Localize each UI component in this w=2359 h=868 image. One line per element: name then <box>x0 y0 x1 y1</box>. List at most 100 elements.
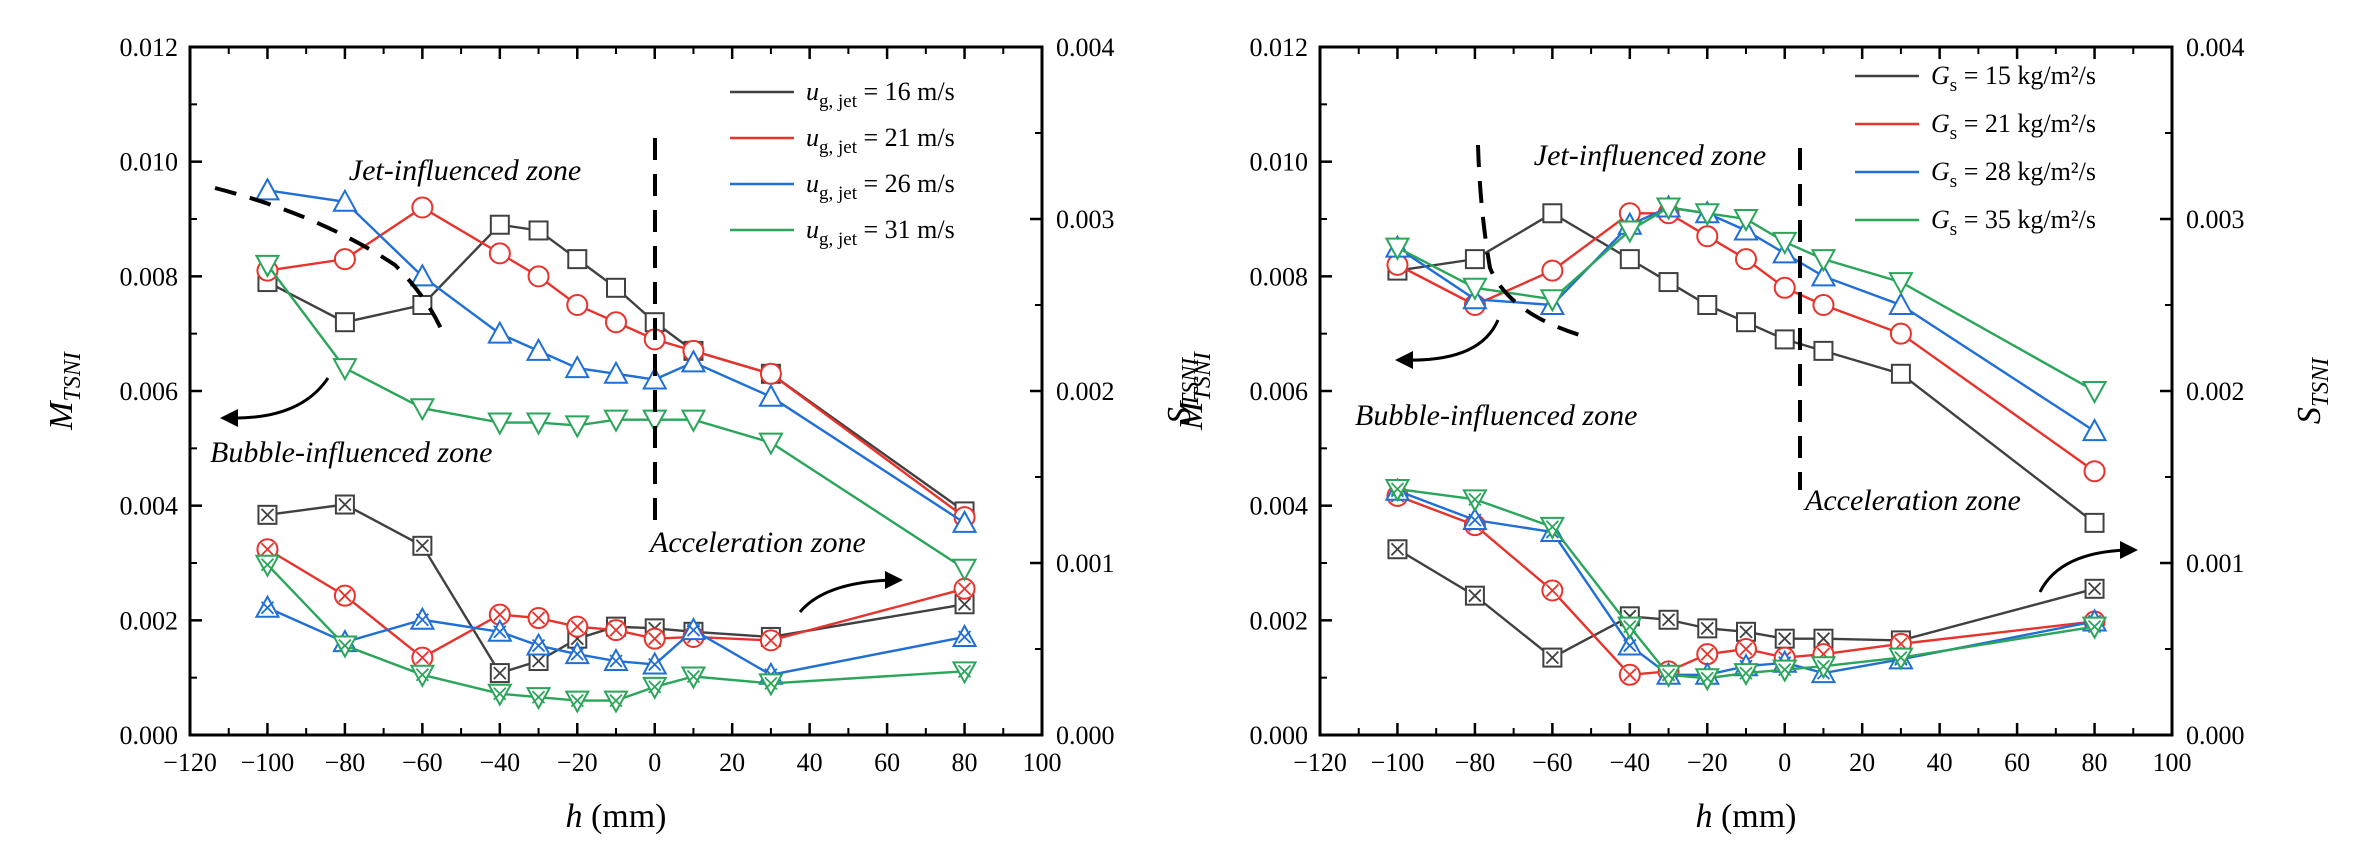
s-series-3-point-cross <box>1390 482 1405 496</box>
m-series-0-point <box>1774 329 1795 350</box>
m-series-1-point <box>527 265 550 288</box>
m-series-3-point <box>1384 237 1411 261</box>
x-tick-label: 80 <box>952 748 978 777</box>
y-left-axis-title: MTSNI <box>1173 351 1216 431</box>
y-right-tick-label: 0.002 <box>1056 377 1115 406</box>
m-series-1-point <box>411 196 434 219</box>
m-series-2-point <box>254 177 281 201</box>
legend-label: Gs = 21 kg/m²/s <box>1931 109 2096 144</box>
m-series-3-point <box>409 398 436 422</box>
m-series-0-point <box>1697 295 1718 315</box>
s-series-3-point-cross <box>1661 668 1676 682</box>
zone-boundary-dashed-line <box>1476 144 1591 340</box>
x-tick-label: −120 <box>1293 748 1347 777</box>
zone-annotation: Acceleration zone <box>648 526 866 559</box>
legend-label: Gs = 28 kg/m²/s <box>1931 157 2096 192</box>
m-series-3-point <box>254 254 281 278</box>
s-series-0-point-cross <box>338 497 352 512</box>
s-series-1-point-cross <box>1700 647 1714 661</box>
legend-label: ug, jet = 31 m/s <box>806 215 955 250</box>
x-tick-label: 80 <box>2082 748 2108 777</box>
m-series-2-point <box>409 263 436 287</box>
s-series-0-point-cross <box>1661 613 1676 627</box>
s-series-1-line <box>266 548 965 660</box>
x-axis-title: h (mm) <box>565 798 666 835</box>
s-series-0-point-cross <box>1739 625 1753 639</box>
m-series-3-point <box>1772 231 1798 256</box>
y-left-tick-label: 0.006 <box>1250 377 1309 406</box>
legend-label: ug, jet = 16 m/s <box>806 77 955 112</box>
legend-label: Gs = 35 kg/m²/s <box>1931 205 2096 240</box>
s-series-3-point-cross <box>260 558 275 572</box>
x-tick-label: 0 <box>1778 748 1791 777</box>
m-series-3-point <box>564 415 590 439</box>
m-series-2-point <box>603 360 629 384</box>
s-series-2-point-cross <box>957 630 972 644</box>
s-series-2-point-cross <box>260 601 275 615</box>
s-series-1-point-cross <box>493 607 507 622</box>
s-series-3-point-cross <box>609 693 623 708</box>
x-tick-label: 40 <box>797 748 823 777</box>
legend-label: ug, jet = 21 m/s <box>806 123 955 158</box>
s-series-0-point-cross <box>1545 650 1559 665</box>
s-series-2-point-cross <box>686 623 701 637</box>
annotation-arrowhead <box>2120 541 2138 559</box>
s-series-1-point-cross <box>609 623 623 637</box>
s-series-2-point-cross <box>1468 513 1482 527</box>
annotation-arrow <box>227 377 330 420</box>
y-right-tick-label: 0.004 <box>2186 33 2245 62</box>
s-series-3-point-cross <box>686 669 701 684</box>
m-series-0-point <box>1619 249 1640 270</box>
m-series-2-point <box>332 188 358 212</box>
m-series-3-point <box>487 412 513 436</box>
y-right-axis-title: STSNI <box>2291 357 2334 424</box>
s-series-2-point-cross <box>493 625 507 639</box>
y-right-tick-label: 0.001 <box>2186 549 2245 578</box>
s-series-3-point-cross <box>1894 650 1908 665</box>
m-series-2-point <box>525 337 552 361</box>
y-left-tick-label: 0.000 <box>120 721 179 750</box>
s-series-0-point-cross <box>2087 582 2102 596</box>
y-left-tick-label: 0.000 <box>1250 721 1309 750</box>
m-series-3-point <box>1810 249 1837 273</box>
m-series-3-point <box>758 432 784 456</box>
m-series-3-point <box>951 558 978 582</box>
y-right-tick-label: 0.004 <box>1056 33 1115 62</box>
zone-annotation: Jet-influenced zone <box>349 154 581 187</box>
x-tick-label: −60 <box>402 748 443 777</box>
s-series-3-point-cross <box>648 680 662 694</box>
m-series-1-point <box>1812 294 1835 316</box>
x-tick-label: −20 <box>1687 748 1728 777</box>
s-series-1-point-cross <box>415 650 430 665</box>
left-chart-panel: −120 −100 −80 −60 −40 −20 0 20 40 60 80 1000.0000.0… <box>43 33 1204 835</box>
legend-label: ug, jet = 26 m/s <box>806 169 955 204</box>
s-series-1-point-cross <box>1739 642 1753 656</box>
y-left-tick-label: 0.002 <box>120 606 179 635</box>
s-series-3-point-cross <box>957 664 972 678</box>
m-series-0-point <box>1736 312 1756 333</box>
s-series-3-point-cross <box>2087 620 2102 634</box>
s-series-1-point-cross <box>1623 668 1637 682</box>
m-series-2-point <box>680 349 707 373</box>
s-series-2-point-cross <box>648 657 662 672</box>
m-series-3-point <box>525 412 552 436</box>
s-series-0-point-cross <box>1390 542 1405 556</box>
y-left-tick-label: 0.012 <box>120 33 179 62</box>
m-series-0-point <box>2084 512 2105 533</box>
m-series-1-point <box>2083 460 2106 483</box>
x-tick-label: 100 <box>1023 748 1062 777</box>
m-series-0-point <box>489 214 510 235</box>
s-series-0-point-cross <box>531 654 546 668</box>
m-series-3-point <box>1462 277 1488 301</box>
x-tick-label: −100 <box>241 748 295 777</box>
s-series-0-point-cross <box>493 666 507 680</box>
s-series-2-point-cross <box>609 654 623 668</box>
s-series-0-point-cross <box>957 597 972 611</box>
m-series-1-point <box>1696 225 1719 248</box>
s-series-1-point-cross <box>648 632 662 646</box>
m-series-0-point <box>412 295 433 315</box>
s-series-0-point-cross <box>1468 589 1482 603</box>
m-series-0-point <box>528 220 549 241</box>
s-series-0-point-cross <box>260 508 275 522</box>
